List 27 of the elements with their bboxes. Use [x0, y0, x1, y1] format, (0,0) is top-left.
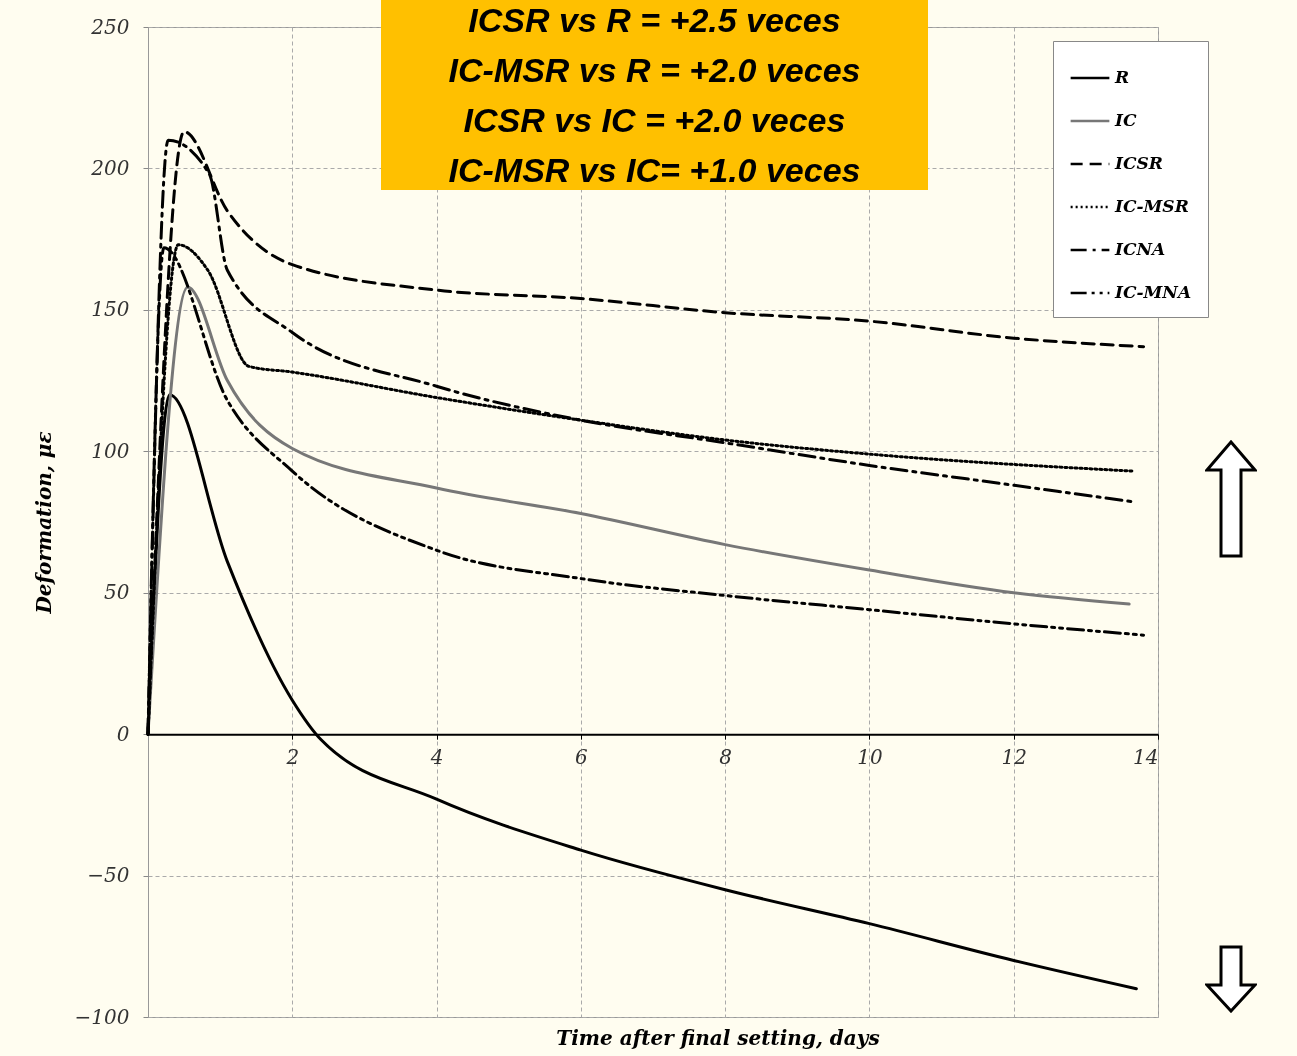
annotation: IC-MSR vs R = +2.0 veces	[448, 50, 861, 91]
x-tick-label: 2	[285, 744, 300, 769]
annotation: IC-MSR vs IC= +1.0 veces	[448, 150, 861, 191]
x-tick-label: 10	[857, 744, 883, 769]
legend-label: R	[1114, 67, 1130, 87]
y-tick-label: 200	[90, 155, 130, 180]
legend-label: IC-MNA	[1114, 282, 1192, 302]
legend-label: ICSR	[1114, 153, 1163, 173]
y-tick-label: −50	[87, 863, 130, 888]
x-tick-label: 4	[429, 744, 444, 769]
x-tick-label: 14	[1133, 744, 1159, 769]
y-tick-label: 0	[116, 721, 130, 746]
x-tick-label: 8	[719, 744, 733, 769]
x-axis-title: Time after final setting, days	[555, 1026, 881, 1050]
legend-label: IC-MSR	[1114, 196, 1189, 216]
y-tick-label: 250	[90, 14, 130, 39]
y-tick-label: 100	[91, 438, 130, 463]
y-tick-label: −100	[74, 1004, 130, 1029]
annotation: ICSR vs R = +2.5 veces	[468, 0, 841, 41]
x-tick-label: 6	[574, 744, 588, 769]
y-tick-label: 150	[91, 297, 130, 322]
y-axis-title: Deformation, με	[31, 431, 56, 615]
x-tick-label: 12	[1001, 744, 1027, 769]
annotation: ICSR vs IC = +2.0 veces	[463, 100, 846, 141]
legend-label: ICNA	[1114, 239, 1166, 259]
legend-label: IC	[1114, 110, 1137, 130]
y-tick-label: 50	[104, 580, 130, 605]
